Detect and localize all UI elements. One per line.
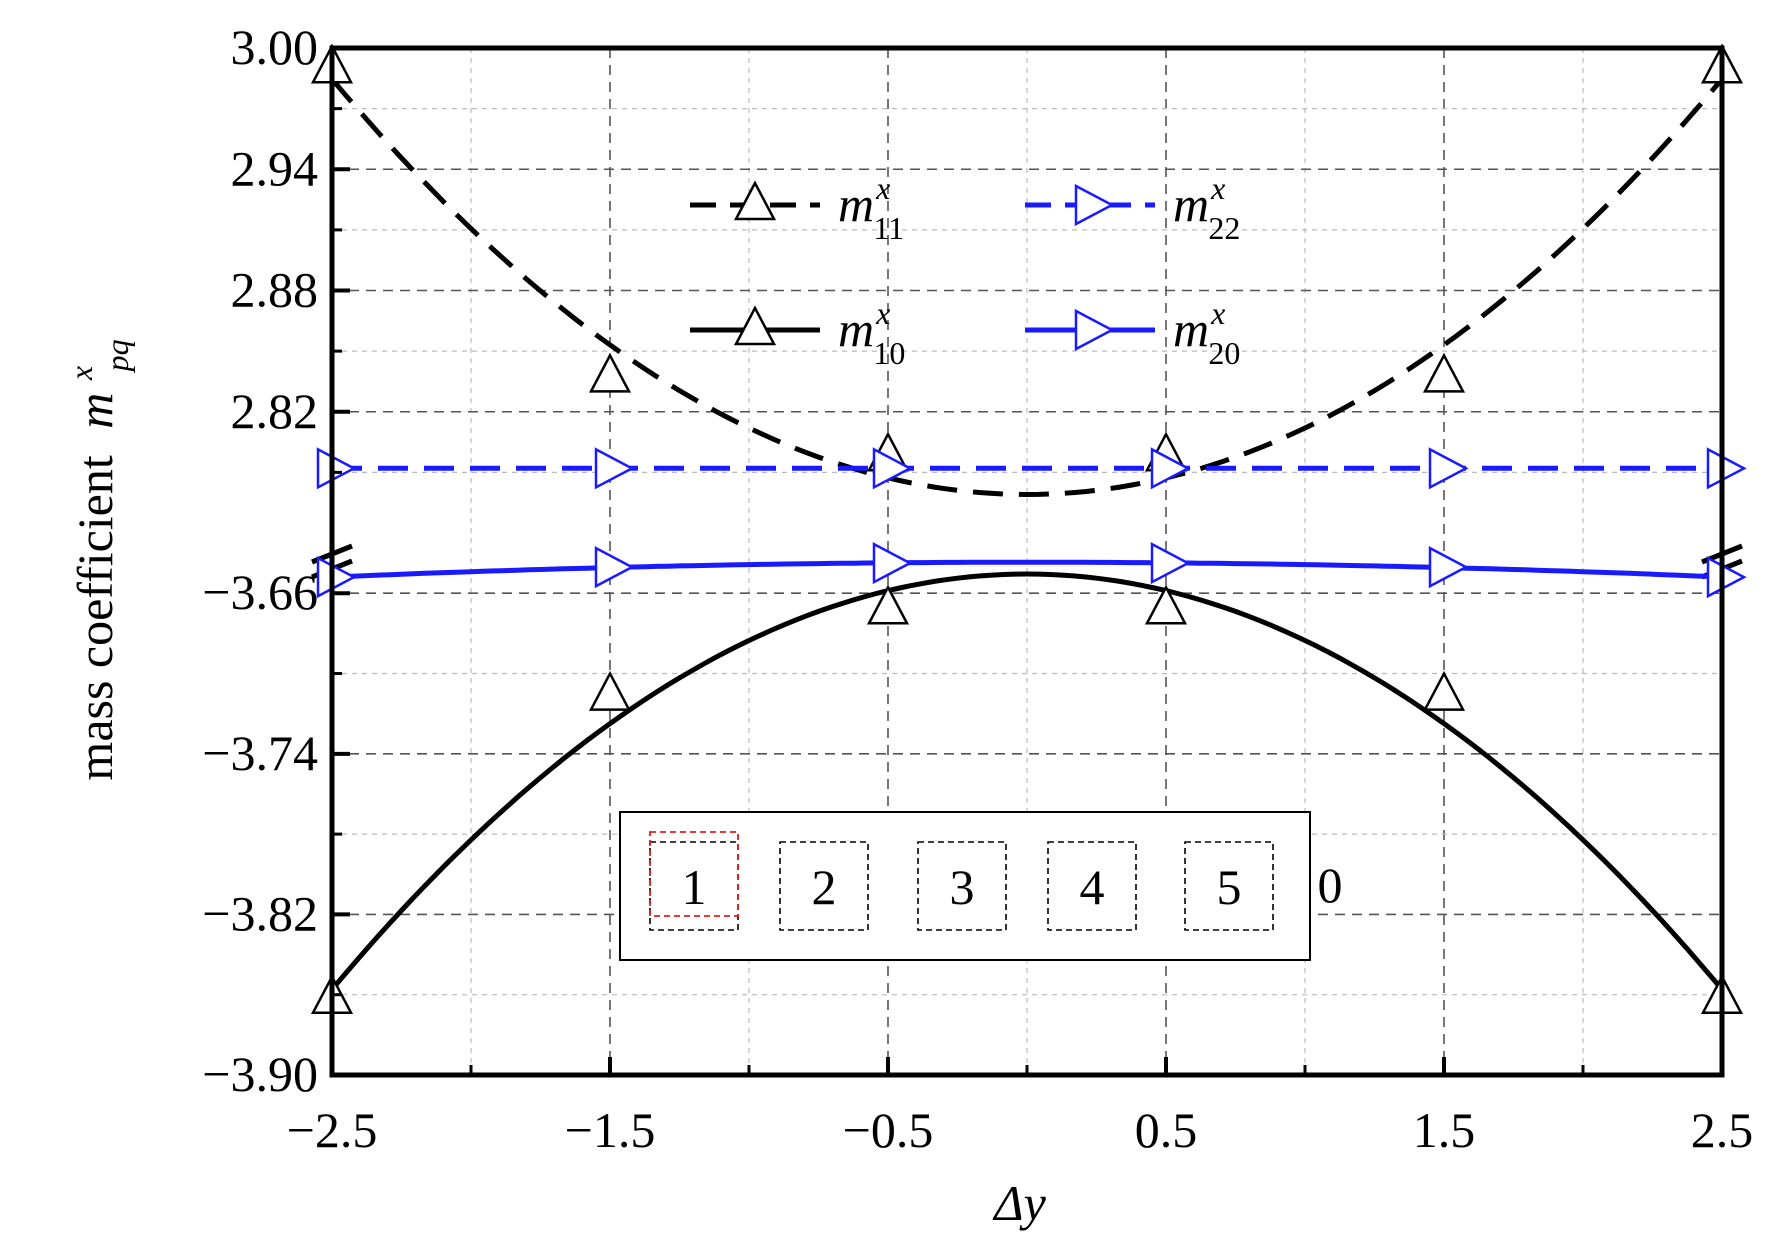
marker-m11 [588, 352, 632, 393]
x-tick-label: −0.5 [843, 1102, 934, 1158]
legend-label: mx 10 [838, 295, 905, 371]
marker-m10 [1422, 670, 1466, 711]
legend-item-m20: mx 20 [1025, 295, 1240, 371]
inset-box-label: 3 [950, 859, 975, 915]
marker-m22 [1150, 447, 1191, 490]
legend-item-m10: mx 10 [690, 295, 905, 371]
marker-m22 [1706, 447, 1747, 490]
marker-m20 [1150, 542, 1191, 585]
marker-m20 [1428, 546, 1469, 589]
y-tick-label: −3.66 [202, 564, 318, 620]
numbered-box-inset: 1 2 3 4 5 0 [619, 811, 1343, 961]
x-tick-label: −1.5 [565, 1102, 656, 1158]
inset-frame [619, 811, 1311, 961]
y-tick-label: 2.88 [231, 262, 319, 318]
marker-m10 [1144, 584, 1188, 625]
inset-box [1047, 841, 1137, 931]
y-tick-label: 2.82 [231, 383, 319, 439]
series-line-m20 [331, 559, 1723, 580]
series-line-m11 [330, 77, 1724, 498]
svg-text:mass coefficient m: mass coefficient m x pq [47, 339, 135, 780]
y-axis-label-text: mass coefficient [67, 455, 123, 780]
marker-m20 [316, 556, 357, 599]
inset-trailing-label: 0 [1318, 857, 1343, 913]
marker-m20 [872, 542, 913, 585]
series-line-m10 [330, 571, 1724, 992]
x-tick-label: 1.5 [1413, 1102, 1476, 1158]
y-axis-label: mass coefficient m x pq [47, 339, 135, 780]
x-tick-label: 0.5 [1135, 1102, 1198, 1158]
marker-m20 [1706, 556, 1747, 599]
legend-label: mx 22 [1173, 170, 1240, 246]
inset-box [1184, 841, 1274, 931]
marker-m10 [866, 584, 910, 625]
series-m22 [316, 447, 1747, 490]
y-tick-label: −3.82 [202, 885, 318, 941]
series-m20 [316, 542, 1747, 599]
inset-box [779, 841, 869, 931]
legend-label: mx 20 [1173, 295, 1240, 371]
marker-m22 [872, 447, 913, 490]
legend-item-m22: mx 22 [1025, 170, 1240, 246]
legend-marker [733, 180, 777, 221]
inset-box-label: 5 [1217, 859, 1242, 915]
y-axis-symbol-sup: x [63, 366, 99, 381]
y-tick-label: −3.90 [202, 1046, 318, 1102]
x-tick-label: −2.5 [287, 1102, 378, 1158]
y-axis-symbol-sub: pq [99, 339, 135, 373]
series-m10 [310, 571, 1744, 1014]
marker-m22 [316, 447, 357, 490]
y-tick-label: 3.00 [231, 19, 319, 75]
inset-box-label: 1 [682, 859, 707, 915]
inset-box-label: 2 [812, 859, 837, 915]
x-axis-label: Δy [992, 1175, 1046, 1231]
y-axis-symbol: m [67, 393, 123, 429]
marker-m20 [594, 546, 635, 589]
inset-box [917, 841, 1007, 931]
legend-item-m11: mx 11 [690, 170, 904, 246]
legend-marker [1074, 308, 1115, 352]
legend-label: mx 11 [838, 170, 904, 246]
y-tick-label: −3.74 [202, 725, 318, 781]
marker-m22 [594, 447, 635, 490]
marker-m10 [588, 670, 632, 711]
y-tick-label: 2.94 [231, 140, 319, 196]
marker-m11 [1422, 352, 1466, 393]
legend-marker [1074, 183, 1115, 227]
axis-ticks: −2.5 −1.5 −0.5 0.5 1.5 2.5 2.82 2.88 2.94 3.00 −3.… [202, 19, 1753, 1158]
legend-marker [733, 305, 777, 346]
inset-box-highlight [649, 831, 739, 917]
inset-box-label: 4 [1080, 859, 1105, 915]
marker-m22 [1428, 447, 1469, 490]
x-tick-label: 2.5 [1691, 1102, 1754, 1158]
series-lines [310, 43, 1747, 1014]
legend: mx 11 mx 22 mx 10 mx 20 [690, 170, 1240, 371]
